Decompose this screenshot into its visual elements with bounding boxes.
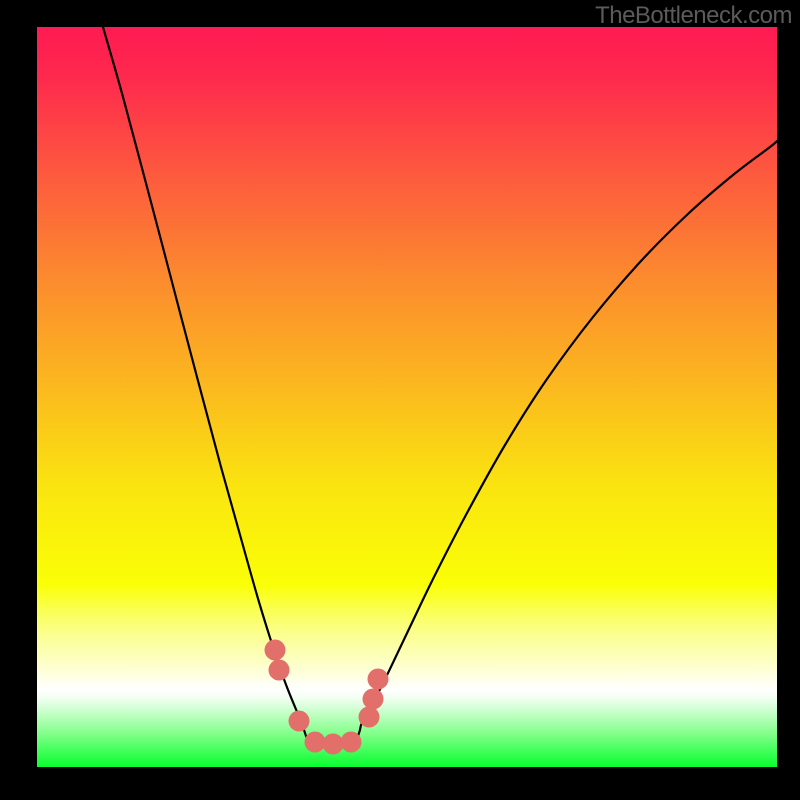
data-marker [363,689,384,710]
data-marker [305,732,326,753]
data-marker [323,734,344,755]
plot-area [37,27,777,767]
data-marker [289,711,310,732]
data-marker [359,707,380,728]
data-marker [368,669,389,690]
bottleneck-curve-chart [37,27,777,767]
data-marker [341,732,362,753]
data-marker [265,640,286,661]
data-marker [269,660,290,681]
watermark-label: TheBottleneck.com [595,2,792,30]
gradient-background [37,27,777,767]
